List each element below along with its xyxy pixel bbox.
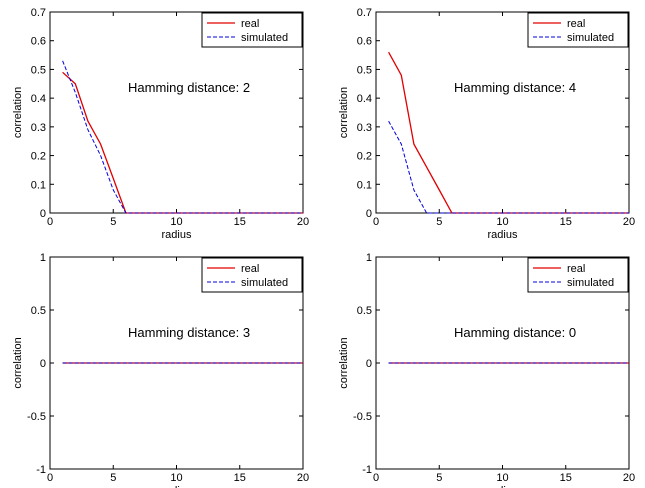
y-tick-label: 0.2 xyxy=(31,151,46,163)
y-tick-label: 0.5 xyxy=(357,64,372,76)
legend-box xyxy=(527,257,629,293)
x-tick-label: 5 xyxy=(436,216,442,228)
annotation-text: Hamming distance: 0 xyxy=(454,325,576,340)
x-tick-label: 10 xyxy=(170,472,182,484)
legend-label: simulated xyxy=(567,32,614,44)
x-tick-label: 20 xyxy=(623,472,635,484)
y-tick-label: 0 xyxy=(40,208,46,220)
y-tick-label: 0.3 xyxy=(357,122,372,134)
y-tick-label: 0.7 xyxy=(357,7,372,19)
y-tick-label: -1 xyxy=(362,464,372,476)
x-tick-label: 0 xyxy=(373,216,379,228)
legend-label: real xyxy=(241,18,259,30)
annotation-text: Hamming distance: 4 xyxy=(454,80,576,95)
legend: real simulated xyxy=(201,257,303,293)
y-tick-label: 0.6 xyxy=(31,36,46,48)
y-tick-label: 0.5 xyxy=(31,305,46,317)
y-tick-label: 0.7 xyxy=(31,7,46,19)
y-tick-label: 0.2 xyxy=(357,151,372,163)
x-axis-label: radius xyxy=(162,485,192,488)
x-tick-label: 15 xyxy=(234,472,246,484)
x-tick-label: 10 xyxy=(496,472,508,484)
x-tick-label: 10 xyxy=(170,216,182,228)
legend: real simulated xyxy=(201,12,303,48)
y-tick-label: 0.6 xyxy=(357,36,372,48)
x-tick-label: 15 xyxy=(560,472,572,484)
y-tick-label: 0.4 xyxy=(31,93,46,105)
legend: real simulated xyxy=(527,12,629,48)
x-tick-label: 10 xyxy=(496,216,508,228)
x-tick-label: 5 xyxy=(110,472,116,484)
y-tick-label: 1 xyxy=(40,252,46,264)
y-axis-label: correlation xyxy=(338,337,350,388)
y-axis-label: correlation xyxy=(12,87,24,138)
legend-box xyxy=(527,12,629,48)
legend: real simulated xyxy=(527,257,629,293)
x-axis-label: radius xyxy=(162,229,192,241)
y-tick-label: 1 xyxy=(366,252,372,264)
y-tick-label: -0.5 xyxy=(353,411,372,423)
y-tick-label: 0 xyxy=(40,358,46,370)
chart-panel-3: 0 5 10 15 20 -1 -0.5 0 0.5 1 radius correlation Hamm… xyxy=(12,252,309,488)
y-tick-label: 0.1 xyxy=(357,179,372,191)
y-axis-label: correlation xyxy=(12,337,24,388)
x-tick-label: 15 xyxy=(560,216,572,228)
annotation-text: Hamming distance: 2 xyxy=(128,80,250,95)
x-tick-label: 20 xyxy=(623,216,635,228)
chart-panel-2: 0 5 10 15 20 0 0.1 0.2 0.3 0.4 0.5 0.6 0.7 radius corr… xyxy=(338,7,635,241)
series-line-simulated xyxy=(388,120,629,214)
legend-label: real xyxy=(567,263,585,275)
y-tick-label: 0.3 xyxy=(31,122,46,134)
x-axis-label: radius xyxy=(488,485,518,488)
x-tick-label: 20 xyxy=(297,216,309,228)
legend-label: real xyxy=(567,18,585,30)
legend-label: simulated xyxy=(241,32,288,44)
y-tick-label: 0.5 xyxy=(31,64,46,76)
x-tick-label: 0 xyxy=(373,472,379,484)
x-axis-label: radius xyxy=(488,229,518,241)
annotation-text: Hamming distance: 3 xyxy=(128,325,250,340)
chart-panel-1: 0 5 10 15 20 0 0.1 0.2 0.3 0.4 0.5 0.6 0.7 radius corr… xyxy=(12,7,309,241)
x-tick-label: 0 xyxy=(47,216,53,228)
x-tick-label: 20 xyxy=(297,472,309,484)
legend-box xyxy=(201,257,303,293)
y-axis-label: correlation xyxy=(338,87,350,138)
y-tick-label: 0.4 xyxy=(357,93,372,105)
y-tick-label: -1 xyxy=(36,464,46,476)
legend-label: simulated xyxy=(567,277,614,289)
legend-box xyxy=(201,12,303,48)
x-tick-label: 0 xyxy=(47,472,53,484)
chart-panel-4: 0 5 10 15 20 -1 -0.5 0 0.5 1 radius correlation Hamm… xyxy=(338,252,635,488)
legend-label: simulated xyxy=(241,277,288,289)
y-tick-label: 0.1 xyxy=(31,179,46,191)
x-tick-label: 5 xyxy=(436,472,442,484)
x-tick-label: 5 xyxy=(110,216,116,228)
legend-label: real xyxy=(241,263,259,275)
y-tick-label: -0.5 xyxy=(27,411,46,423)
y-tick-label: 0.5 xyxy=(357,305,372,317)
x-tick-label: 15 xyxy=(234,216,246,228)
y-tick-label: 0 xyxy=(366,208,372,220)
y-tick-label: 0 xyxy=(366,358,372,370)
series-line-simulated xyxy=(62,60,303,214)
series-line-real xyxy=(388,51,629,214)
